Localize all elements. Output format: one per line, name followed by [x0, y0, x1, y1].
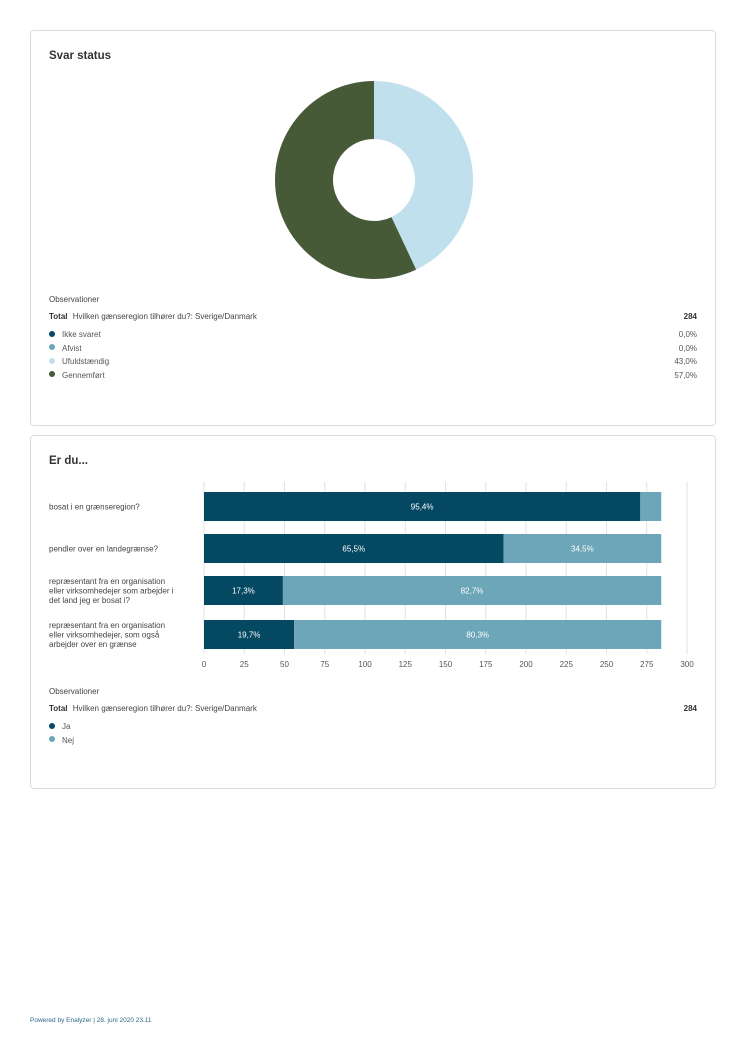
x-tick-label: 300	[680, 660, 694, 669]
stacked-bar-chart: 0 25 50 75 100 125 150 175 200 225 250 275 300 bosat …	[49, 482, 694, 669]
legend-dot	[49, 344, 55, 351]
category-label: arbejder over en grænse	[49, 640, 137, 649]
category-label: repræsentant fra en organisation	[49, 577, 165, 586]
bar-segment-ja[interactable]	[204, 534, 504, 563]
card-title-er-du: Er du...	[49, 455, 88, 467]
total-row: Total Hvilken gænseregion tilhører du?: …	[49, 312, 697, 321]
donut-chart	[275, 81, 473, 279]
bar-data-label: 82,7%	[461, 587, 484, 596]
bar-segment-nej[interactable]	[503, 534, 662, 563]
bar-segment-ja[interactable]	[204, 576, 283, 605]
legend-dot	[49, 371, 55, 378]
total-label: Total	[49, 704, 68, 713]
x-tick-label: 150	[439, 660, 453, 669]
x-tick-label: 100	[358, 660, 372, 669]
bar-data-label: 17,3%	[232, 587, 255, 596]
x-tick-label: 50	[280, 660, 289, 669]
bar-data-label: 19,7%	[238, 631, 261, 640]
legend-item: Ufuldstændig 43,0%	[49, 357, 697, 371]
legend-label: Nej	[62, 735, 75, 745]
bar-data-label: 65,5%	[342, 545, 365, 554]
legend-value: 0,0%	[678, 330, 697, 339]
legend-dot	[49, 330, 55, 337]
legend-er-du: Ja Nej	[49, 722, 697, 749]
legend-dot	[49, 736, 55, 743]
bar-data-label: 80,3%	[466, 631, 489, 640]
category-label: bosat i en grænseregion?	[49, 503, 140, 512]
legend-item: Ikke svaret 0,0%	[49, 330, 697, 344]
total-question: Hvilken gænseregion tilhører du?: Sverig…	[72, 312, 257, 321]
x-tick-label: 275	[640, 660, 654, 669]
total-row: Total Hvilken gænseregion tilhører du?: …	[49, 704, 697, 713]
donut-slice-ufuldstændig[interactable]	[374, 81, 473, 270]
legend-label: Gennemført	[62, 370, 105, 380]
x-tick-label: 225	[560, 660, 574, 669]
category-label: repræsentant fra en organisation	[49, 621, 165, 630]
legend-label: Ufuldstændig	[62, 357, 110, 366]
legend-value: 43,0%	[674, 357, 697, 366]
legend-label: Afvist	[62, 343, 82, 353]
bar-segment-nej[interactable]	[294, 620, 662, 649]
x-tick-label: 25	[240, 660, 249, 669]
legend-dot	[49, 722, 55, 729]
donut-slice-gennemført[interactable]	[275, 81, 417, 279]
total-label: Total	[49, 312, 68, 321]
x-tick-label: 75	[320, 660, 329, 669]
er-du-card: Er du... 0 25 50 75 100 125 150 175 200 225 250 275…	[30, 435, 716, 789]
total-value: 284	[683, 312, 697, 321]
category-label: pendler over en landegrænse?	[49, 545, 159, 554]
x-tick-label: 200	[519, 660, 533, 669]
legend-label: Ja	[62, 722, 71, 731]
x-tick-label: 250	[600, 660, 614, 669]
bar-segment-nej[interactable]	[282, 576, 662, 605]
legend-item: Nej	[49, 736, 697, 750]
legend-svar-status: Ikke svaret 0,0% Afvist 0,0% Ufuldstændi…	[49, 330, 697, 384]
observations-label: Observationer	[49, 295, 100, 304]
category-label: eller virksomhedejer, som også	[49, 631, 160, 640]
card-title-svar-status: Svar status	[49, 50, 112, 62]
legend-value: 0,0%	[678, 343, 697, 353]
category-label: eller virksomhedejer som arbejder i	[49, 587, 174, 596]
bar-data-label: 34,5%	[571, 545, 594, 554]
total-value: 284	[683, 704, 697, 713]
category-label: det land jeg er bosat i?	[49, 596, 130, 605]
legend-item: Ja	[49, 722, 697, 736]
total-question: Hvilken gænseregion tilhører du?: Sverig…	[72, 704, 257, 713]
x-tick-label: 0	[202, 660, 207, 669]
x-tick-label: 175	[479, 660, 493, 669]
legend-label: Ikke svaret	[62, 330, 101, 339]
legend-dot	[49, 357, 55, 364]
footer: Powered by Enalyzer | 28. juni 2020 23.1…	[30, 1017, 152, 1024]
svar-status-card: Svar status Observationer Total Hvilken …	[30, 30, 716, 426]
bar-data-label: 95,4%	[411, 503, 434, 512]
bar-segment-ja[interactable]	[204, 492, 641, 521]
legend-item: Gennemført 57,0%	[49, 371, 697, 385]
bar-segment-ja[interactable]	[204, 620, 295, 649]
legend-item: Afvist 0,0%	[49, 344, 697, 358]
observations-label: Observationer	[49, 687, 100, 696]
x-tick-label: 125	[399, 660, 413, 669]
legend-value: 57,0%	[674, 370, 697, 380]
bar-segment-nej[interactable]	[640, 492, 662, 521]
